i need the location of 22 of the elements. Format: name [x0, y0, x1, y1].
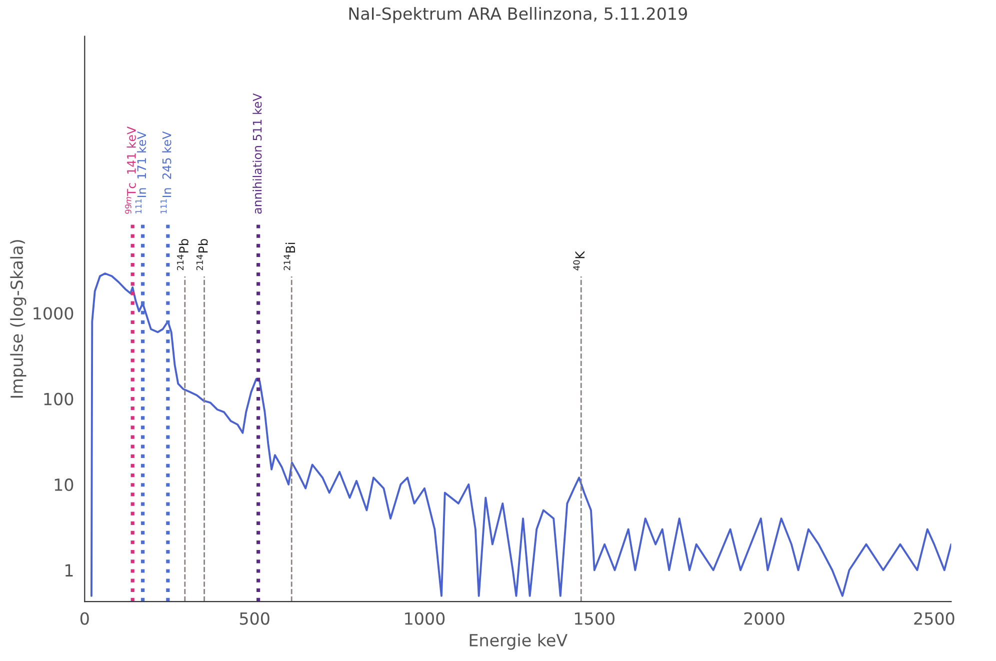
x-tick-label: 0: [80, 612, 89, 625]
x-tick-label: 1500: [575, 612, 614, 625]
y-tick-label: 1000: [34, 307, 74, 320]
x-tick-label: 1000: [405, 612, 445, 625]
x-tick-label: 2500: [914, 612, 954, 625]
ref-line-label: $^{214}$Pb: [196, 238, 208, 270]
line-series: [90, 272, 952, 597]
y-tick-label: 100: [44, 392, 74, 406]
x-axis-title: Energie keV: [470, 634, 568, 650]
x-tick-label: 500: [240, 612, 270, 625]
ref-line-label: $^{214}$Pb: [176, 238, 188, 270]
ref-line-label: $^{111}$In 171 keV: [135, 131, 146, 214]
ref-line-label: $^{99m}$Tc 141 keV: [125, 126, 136, 214]
ref-line-label: $^{40}$K: [573, 250, 584, 270]
ref-line-label: $^{214}$Bi: [284, 242, 295, 270]
x-tick-label: 2000: [744, 612, 784, 625]
y-tick-label: 10: [54, 478, 74, 492]
chart-title: NaI-Spektrum ARA Bellinzona, 5.11.2019: [349, 7, 687, 24]
ref-line-label: annihilation 511 keV: [252, 93, 262, 214]
ref-line-label: $^{111}$In 245 keV: [160, 131, 172, 214]
y-tick-label: 1: [65, 564, 73, 576]
y-axis-title: Impulse (log-Skala): [10, 240, 26, 398]
